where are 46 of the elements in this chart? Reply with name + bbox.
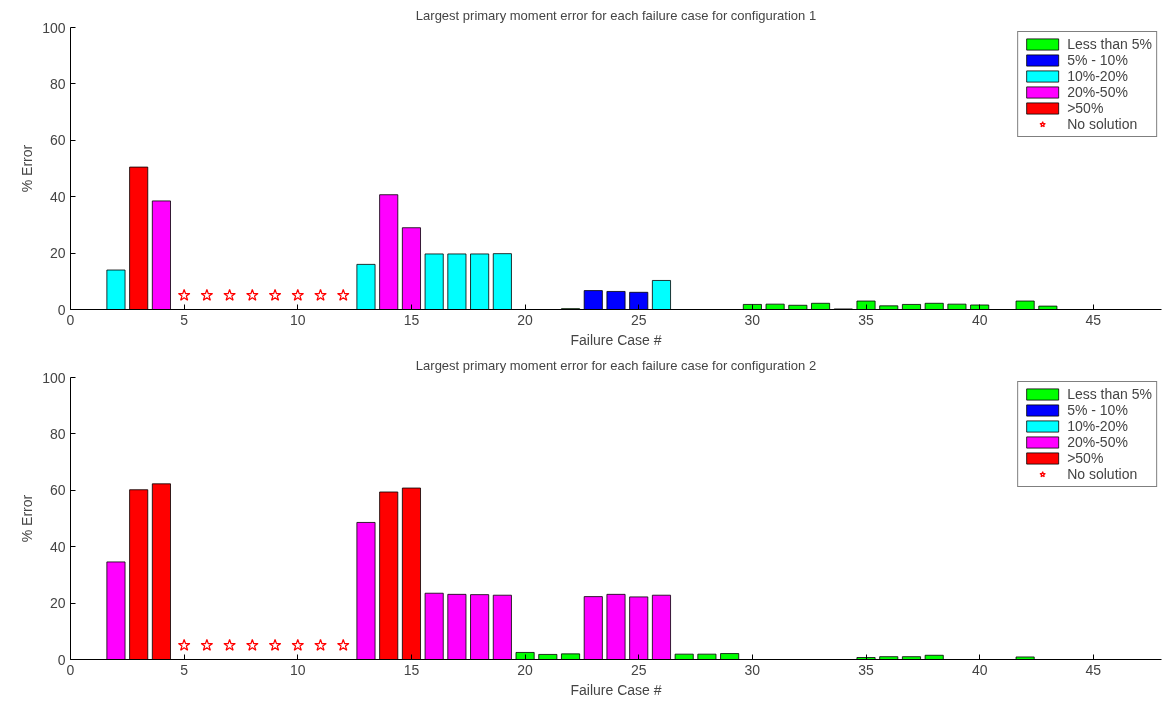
x-tick-label: 35	[858, 311, 875, 328]
y-tick-label: 80	[49, 425, 66, 442]
chart-title: Largest primary moment error for each failure case for configuration 2	[415, 357, 817, 373]
y-tick-label: 60	[49, 132, 66, 149]
x-tick-label: 30	[744, 661, 761, 678]
x-tick-label: 45	[1085, 311, 1102, 328]
x-tick-label: 10	[290, 311, 306, 328]
y-tick-label: 80	[49, 75, 66, 92]
y-tick-label: 60	[49, 482, 66, 499]
x-tick-label: 20	[517, 311, 534, 328]
x-tick-label: 20	[517, 661, 534, 678]
y-tick-label: 40	[49, 188, 66, 205]
legend-label: 20%-50%	[1067, 434, 1128, 450]
legend-label: 20%-50%	[1067, 84, 1128, 100]
legend-label: >50%	[1067, 450, 1104, 466]
x-tick-label: 25	[630, 661, 647, 678]
x-axis-title: Failure Case #	[570, 681, 662, 698]
x-tick-label: 15	[403, 661, 420, 678]
legend-label: No solution	[1067, 466, 1138, 482]
x-tick-label: 35	[858, 661, 875, 678]
y-tick-label: 40	[49, 538, 66, 555]
x-tick-label: 5	[180, 661, 189, 678]
legend-label: >50%	[1067, 100, 1104, 116]
x-tick-label: 45	[1085, 661, 1102, 678]
legend-label: No solution	[1067, 116, 1138, 132]
y-tick-label: 100	[42, 369, 66, 386]
y-tick-label: 100	[42, 19, 66, 36]
legend-label: 5% - 10%	[1067, 52, 1128, 68]
legend-label: 10%-20%	[1067, 68, 1128, 84]
x-tick-label: 40	[971, 311, 988, 328]
legend-label: 10%-20%	[1067, 418, 1128, 434]
y-tick-label: 20	[49, 245, 66, 262]
legend-label: Less than 5%	[1067, 386, 1152, 402]
x-axis-title: Failure Case #	[570, 331, 662, 348]
x-tick-label: 30	[744, 311, 761, 328]
x-tick-label: 5	[180, 311, 189, 328]
x-tick-label: 40	[971, 661, 988, 678]
y-axis-title: % Error	[19, 144, 36, 193]
legend-label: Less than 5%	[1067, 36, 1152, 52]
chart-title: Largest primary moment error for each failure case for configuration 1	[415, 7, 817, 23]
legend-label: 5% - 10%	[1067, 402, 1128, 418]
x-tick-label: 10	[290, 661, 306, 678]
y-axis-title: % Error	[19, 494, 36, 543]
x-tick-label: 15	[403, 311, 420, 328]
x-tick-label: 25	[630, 311, 647, 328]
y-tick-label: 20	[49, 595, 66, 612]
